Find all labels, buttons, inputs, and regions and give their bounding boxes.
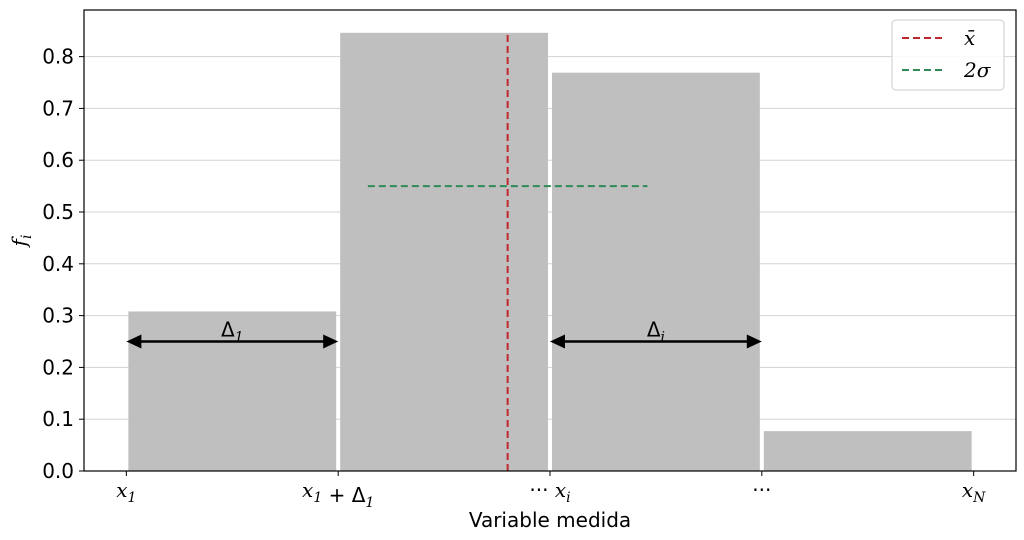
annotation-label: Δ1 xyxy=(221,318,244,346)
x-tick-label: ··· xi xyxy=(529,478,570,506)
y-axis-label: fi xyxy=(7,235,35,249)
x-axis-label: Variable medida xyxy=(469,508,631,532)
y-tick-label: 0.3 xyxy=(42,304,74,328)
histogram-bar xyxy=(552,72,760,471)
arrow-head-left xyxy=(550,334,565,349)
x-axis-ticks: x1 x1 + Δ1 ··· xi ··· xN xyxy=(116,471,986,511)
annotations: Δ1 Δi xyxy=(126,318,762,349)
bars xyxy=(128,32,972,471)
legend-label: x̄ xyxy=(964,26,975,50)
histogram-bar xyxy=(128,311,337,471)
arrow-head-right xyxy=(323,334,339,349)
x-tick-label: x1 xyxy=(116,478,136,506)
width-annotation: Δi xyxy=(550,318,762,349)
y-tick-label: 0.0 xyxy=(42,459,74,483)
y-tick-label: 0.2 xyxy=(42,355,74,379)
y-tick-label: 0.1 xyxy=(42,407,74,431)
y-tick-label: 0.7 xyxy=(42,96,74,120)
histogram-bar xyxy=(340,32,548,471)
x-tick-label: xN xyxy=(962,478,986,506)
arrow-head-left xyxy=(126,334,142,349)
annotation-label: Δi xyxy=(647,318,665,346)
legend: x̄ 2σ xyxy=(891,19,1005,91)
arrow-head-right xyxy=(746,334,762,349)
y-axis-ticks: 0.0 0.1 0.2 0.3 0.4 0.5 0.6 0.7 0.8 xyxy=(42,45,84,483)
histogram-bar xyxy=(763,431,972,471)
width-annotation: Δ1 xyxy=(126,318,339,349)
legend-label: 2σ xyxy=(963,58,992,82)
y-tick-label: 0.6 xyxy=(42,148,74,172)
x-tick-label: ··· xyxy=(752,478,771,502)
reference-lines xyxy=(367,32,648,471)
y-tick-label: 0.4 xyxy=(42,252,74,276)
y-tick-label: 0.5 xyxy=(42,200,74,224)
x-tick-label: x1 + Δ1 xyxy=(302,478,374,511)
y-tick-label: 0.8 xyxy=(42,45,74,69)
